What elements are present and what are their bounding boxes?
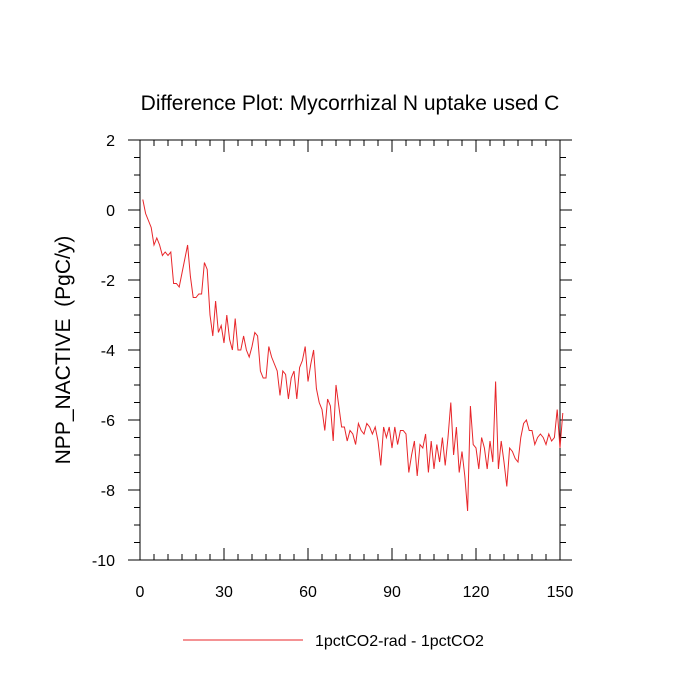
x-axis-ticks xyxy=(139,140,561,560)
legend: 1pctCO2-rad - 1pctCO2 xyxy=(183,633,484,650)
y-tick-label: -10 xyxy=(92,553,115,570)
x-tick-label: 90 xyxy=(383,584,401,601)
y-axis-ticks xyxy=(128,139,572,561)
y-tick-label: 0 xyxy=(106,203,115,220)
plot-frame xyxy=(139,139,561,561)
series-line xyxy=(142,199,564,512)
x-tick-label: 150 xyxy=(547,584,574,601)
legend-label: 1pctCO2-rad - 1pctCO2 xyxy=(315,633,484,650)
y-tick-label: -6 xyxy=(101,413,115,430)
x-axis-tick-labels: 0 30 60 90 120 150 xyxy=(136,584,574,601)
x-tick-label: 30 xyxy=(215,584,233,601)
x-tick-label: 120 xyxy=(463,584,490,601)
x-tick-label: 0 xyxy=(136,584,145,601)
chart-title: Difference Plot: Mycorrhizal N uptake us… xyxy=(141,92,560,115)
y-axis-label: NPP_NACTIVE (PgC/y) xyxy=(52,236,75,465)
y-tick-label: -8 xyxy=(101,483,115,500)
y-tick-label: 2 xyxy=(106,133,115,150)
x-tick-label: 60 xyxy=(299,584,317,601)
y-tick-label: -4 xyxy=(101,343,115,360)
y-tick-label: -2 xyxy=(101,273,115,290)
y-axis-tick-labels: 2 0 -2 -4 -6 -8 -10 xyxy=(92,133,115,570)
